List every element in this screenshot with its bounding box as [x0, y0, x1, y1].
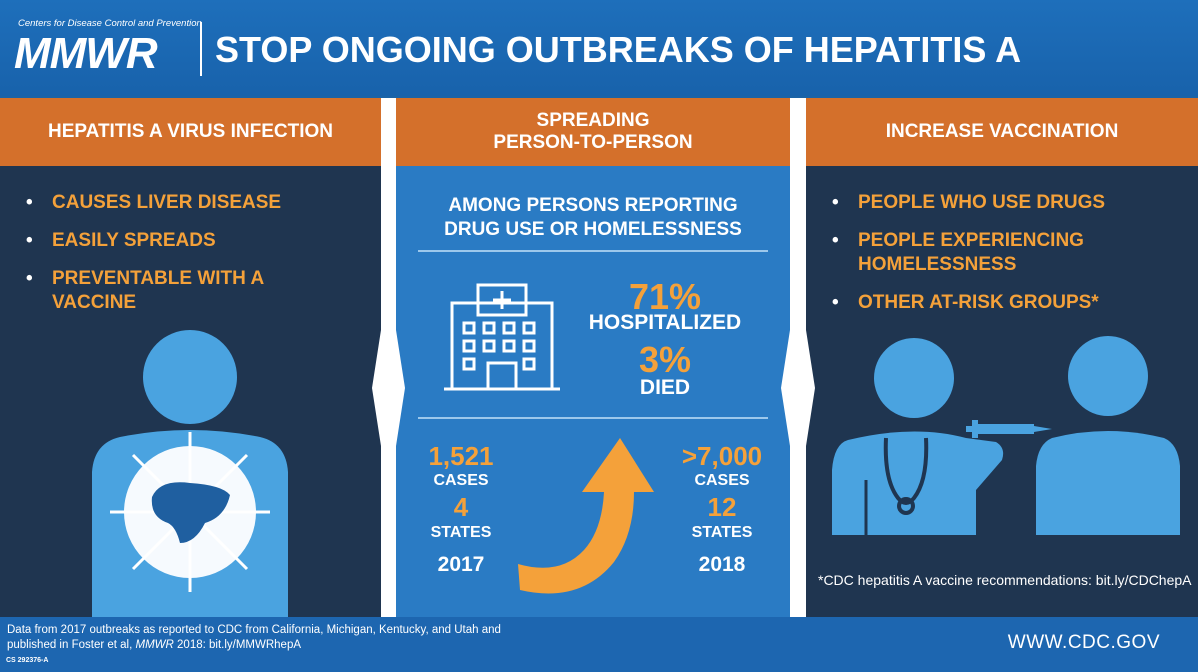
- list-item: • PEOPLE WHO USE DRUGS: [832, 192, 1106, 213]
- page-title: STOP ONGOING OUTBREAKS OF HEPATITIS A: [215, 29, 1022, 70]
- year-2017: 2017: [437, 553, 485, 576]
- hospitalized-label: HOSPITALIZED: [588, 311, 742, 334]
- increase-arrow-icon: [518, 438, 654, 594]
- middle-divider-bottom: [418, 417, 768, 419]
- org-name: Centers for Disease Control and Preventi…: [18, 18, 202, 29]
- right-heading: INCREASE VACCINATION: [806, 98, 1198, 166]
- middle-subheading: AMONG PERSONS REPORTING DRUG USE OR HOME…: [444, 195, 742, 240]
- document-id: CS 292376-A: [6, 657, 49, 664]
- cdc-website-link[interactable]: WWW.CDC.GOV: [1007, 632, 1160, 653]
- middle-panel: [396, 98, 790, 617]
- header-bar: [0, 0, 1198, 96]
- died-percent: 3%: [638, 339, 692, 380]
- list-item: • OTHER AT-RISK GROUPS*: [832, 292, 1099, 313]
- header-divider: [200, 22, 202, 76]
- mmwr-logo: MMWR: [14, 29, 158, 78]
- doctor-vaccinating-person-icon: [832, 336, 1180, 535]
- cases-2017-value: 1,521: [428, 441, 494, 471]
- middle-divider-top: [418, 250, 768, 252]
- hospitalized-percent: 71%: [628, 276, 702, 317]
- left-bullet-list: • CAUSES LIVER DISEASE • EASILY SPREADS • P…: [26, 191, 366, 329]
- died-label: DIED: [639, 376, 691, 399]
- left-heading: HEPATITIS A VIRUS INFECTION: [0, 98, 381, 166]
- list-item: • PREVENTABLE WITH A VACCINE: [26, 268, 264, 313]
- list-item: • CAUSES LIVER DISEASE: [26, 192, 282, 213]
- hospital-building-icon: [444, 283, 560, 391]
- states-2018-value: 12: [707, 492, 737, 522]
- vaccine-footnote: *CDC hepatitis A vaccine recommendations…: [818, 572, 1192, 588]
- middle-heading: SPREADING PERSON-TO-PERSON: [396, 98, 790, 166]
- list-item: • EASILY SPREADS: [26, 230, 216, 251]
- cases-2018-label: CASES: [694, 472, 750, 489]
- cases-2017-label: CASES: [433, 472, 489, 489]
- list-item: • PEOPLE EXPERIENCING HOMELESSNESS: [832, 230, 1084, 275]
- states-2018-label: STATES: [691, 524, 753, 541]
- person-with-liver-icon: [92, 330, 288, 617]
- states-2017-label: STATES: [430, 524, 492, 541]
- cases-2018-value: >7,000: [681, 441, 763, 471]
- footer-bar: [0, 617, 1198, 672]
- year-2018: 2018: [698, 553, 746, 576]
- data-source-note: Data from 2017 outbreaks as reported to …: [7, 624, 501, 651]
- states-2017-value: 4: [453, 492, 469, 522]
- right-bullet-list: • PEOPLE WHO USE DRUGS • PEOPLE EXPERIENCI…: [832, 191, 1182, 329]
